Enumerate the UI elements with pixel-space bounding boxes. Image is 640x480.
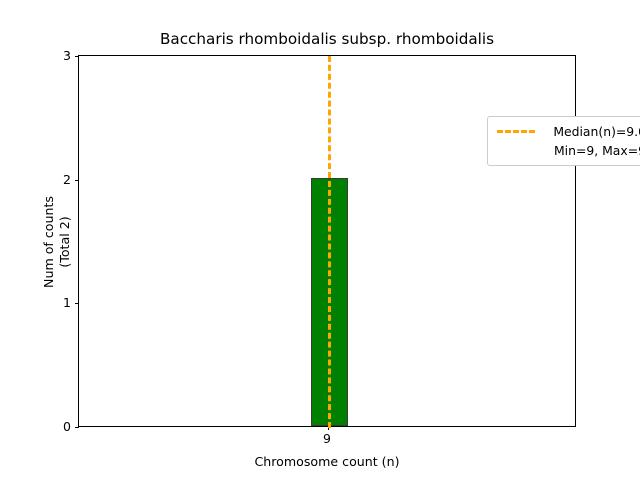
y-axis-label-line1: Num of counts xyxy=(41,196,56,288)
legend-median-dash-icon xyxy=(497,130,535,133)
y-tick-label-3: 3 xyxy=(63,48,71,63)
legend: Median(n)=9.0 Min=9, Max=9 xyxy=(487,116,640,166)
y-axis-label-line2: (Total 2) xyxy=(57,216,72,268)
median-line xyxy=(328,56,331,428)
y-tick-label-0: 0 xyxy=(63,419,71,434)
plot-area: Num of counts (Total 2) Median(n)=9.0 Mi… xyxy=(41,55,640,430)
y-tick-mark-0 xyxy=(75,426,79,428)
y-tick-label-1: 1 xyxy=(63,295,71,310)
y-axis-label: Num of counts (Total 2) xyxy=(41,196,73,288)
y-tick-mark-2 xyxy=(75,179,79,181)
x-tick-mark-9 xyxy=(328,426,330,430)
legend-label-median: Median(n)=9.0 xyxy=(553,124,640,139)
x-axis-label: Chromosome count (n) xyxy=(254,454,400,469)
legend-text-block: Median(n)=9.0 Min=9, Max=9 xyxy=(540,122,640,160)
y-tick-label-2: 2 xyxy=(63,171,71,187)
y-tick-mark-3 xyxy=(75,56,79,58)
x-tick-label-9: 9 xyxy=(323,431,331,446)
legend-label-minmax: Min=9, Max=9 xyxy=(553,143,640,158)
page-title: Baccharis rhomboidalis subsp. rhomboidal… xyxy=(159,30,495,48)
y-tick-mark-1 xyxy=(75,303,79,305)
